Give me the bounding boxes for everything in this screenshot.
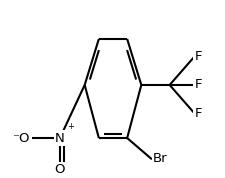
Text: Br: Br — [152, 152, 167, 165]
Text: N: N — [55, 132, 65, 145]
Text: F: F — [194, 50, 201, 63]
Text: F: F — [194, 107, 201, 120]
Text: F: F — [194, 78, 201, 91]
Text: ⁻O: ⁻O — [12, 132, 30, 145]
Text: +: + — [67, 122, 74, 131]
Text: O: O — [54, 163, 65, 176]
